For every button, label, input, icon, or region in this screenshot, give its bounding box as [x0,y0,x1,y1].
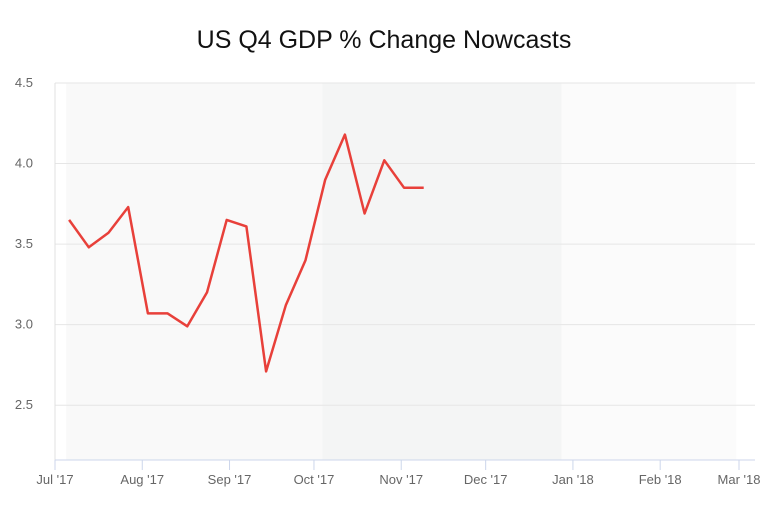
gridlines [55,82,755,406]
x-tick-label: Oct '17 [294,472,335,487]
x-tick-label: Nov '17 [379,472,423,487]
chart-title: US Q4 GDP % Change Nowcasts [197,26,572,54]
x-axis: Jul '17 Aug '17 Sep '17 Oct '17 Nov '17 Dec '… [36,459,761,487]
x-tick-label: Jan '18 [552,472,594,487]
x-tick-label: Mar '18 [718,472,761,487]
y-axis: 2.5 3.0 3.5 4.0 4.5 [15,75,56,460]
x-tick-label: Dec '17 [464,472,508,487]
plot-band-1 [322,83,562,460]
x-tick-label: Feb '18 [639,472,682,487]
x-tick-label: Sep '17 [208,472,252,487]
plot-band-0 [66,83,323,460]
y-tick-label: 3.5 [15,236,33,251]
series-layer [68,133,424,373]
y-tick-label: 4.0 [15,156,33,171]
y-tick-label: 3.0 [15,317,33,332]
x-tick-label: Aug '17 [120,472,164,487]
y-tick-label: 4.5 [15,75,33,90]
plot-band-2 [561,83,737,460]
plot-bands [66,83,737,460]
y-tick-label: 2.5 [15,397,33,412]
x-tick-label: Jul '17 [36,472,73,487]
